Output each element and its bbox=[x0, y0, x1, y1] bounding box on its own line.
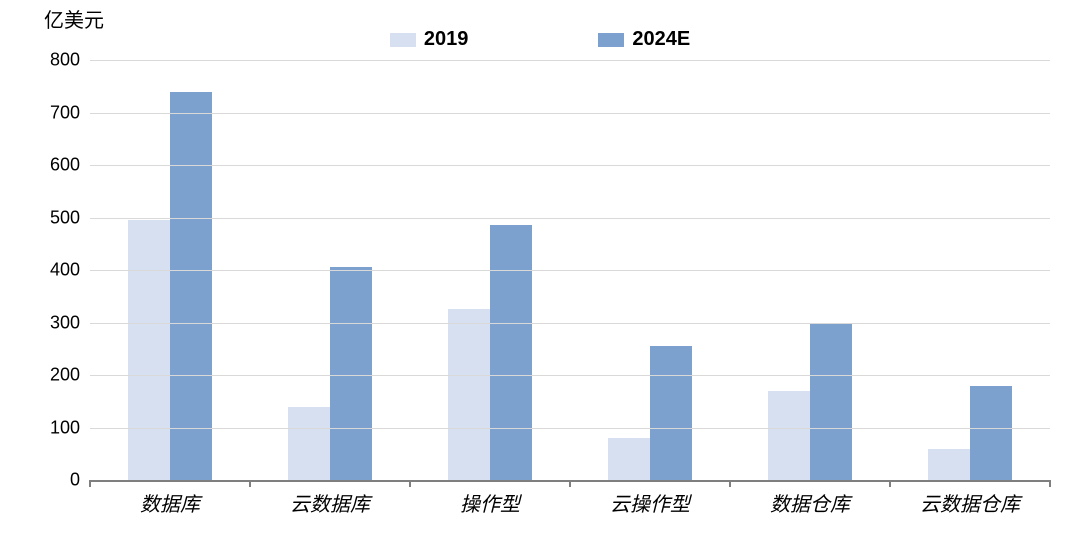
y-tick-label: 500 bbox=[50, 207, 80, 228]
gridline bbox=[90, 113, 1050, 114]
y-tick-label: 800 bbox=[50, 50, 80, 71]
bar bbox=[128, 220, 170, 480]
legend-swatch bbox=[390, 33, 416, 47]
legend-item: 2019 bbox=[390, 28, 469, 51]
bar bbox=[970, 386, 1012, 481]
gridline bbox=[90, 60, 1050, 61]
gridline bbox=[90, 428, 1050, 429]
y-tick-label: 0 bbox=[70, 470, 80, 491]
bar bbox=[768, 391, 810, 480]
plot-area: 0100200300400500600700800 bbox=[90, 60, 1050, 482]
x-axis-label: 云数据库 bbox=[290, 488, 370, 517]
x-tick-mark bbox=[409, 480, 411, 487]
x-tick-mark bbox=[249, 480, 251, 487]
y-tick-label: 200 bbox=[50, 365, 80, 386]
legend: 2019 2024E bbox=[0, 28, 1080, 51]
y-tick-label: 600 bbox=[50, 155, 80, 176]
gridline bbox=[90, 375, 1050, 376]
x-tick-mark bbox=[569, 480, 571, 487]
bar bbox=[608, 438, 650, 480]
bar bbox=[810, 323, 852, 481]
y-tick-label: 300 bbox=[50, 312, 80, 333]
bar bbox=[170, 92, 212, 481]
x-axis-label: 数据仓库 bbox=[770, 488, 850, 517]
bar bbox=[330, 267, 372, 480]
x-tick-mark bbox=[1049, 480, 1051, 487]
x-axis-label: 操作型 bbox=[460, 488, 520, 517]
bar bbox=[490, 225, 532, 480]
legend-label: 2019 bbox=[424, 28, 469, 51]
legend-item: 2024E bbox=[598, 28, 690, 51]
x-tick-mark bbox=[729, 480, 731, 487]
x-axis-labels: 数据库 云数据库 操作型 云操作型 数据仓库 云数据仓库 bbox=[90, 488, 1050, 528]
legend-swatch bbox=[598, 33, 624, 47]
x-axis-label: 云数据仓库 bbox=[920, 488, 1020, 517]
x-axis-label: 数据库 bbox=[140, 488, 200, 517]
y-tick-label: 400 bbox=[50, 260, 80, 281]
chart-container: 亿美元 20192024E 0100200300400500600700800 … bbox=[0, 0, 1080, 552]
legend-label: 2024E bbox=[632, 28, 690, 51]
bar bbox=[928, 449, 970, 481]
y-tick-label: 100 bbox=[50, 417, 80, 438]
bar bbox=[448, 309, 490, 480]
gridline bbox=[90, 218, 1050, 219]
y-tick-label: 700 bbox=[50, 102, 80, 123]
x-axis-label: 云操作型 bbox=[610, 488, 690, 517]
gridline bbox=[90, 165, 1050, 166]
x-tick-mark bbox=[889, 480, 891, 487]
bar bbox=[650, 346, 692, 480]
gridline bbox=[90, 270, 1050, 271]
bar bbox=[288, 407, 330, 481]
gridline bbox=[90, 323, 1050, 324]
x-tick-mark bbox=[89, 480, 91, 487]
